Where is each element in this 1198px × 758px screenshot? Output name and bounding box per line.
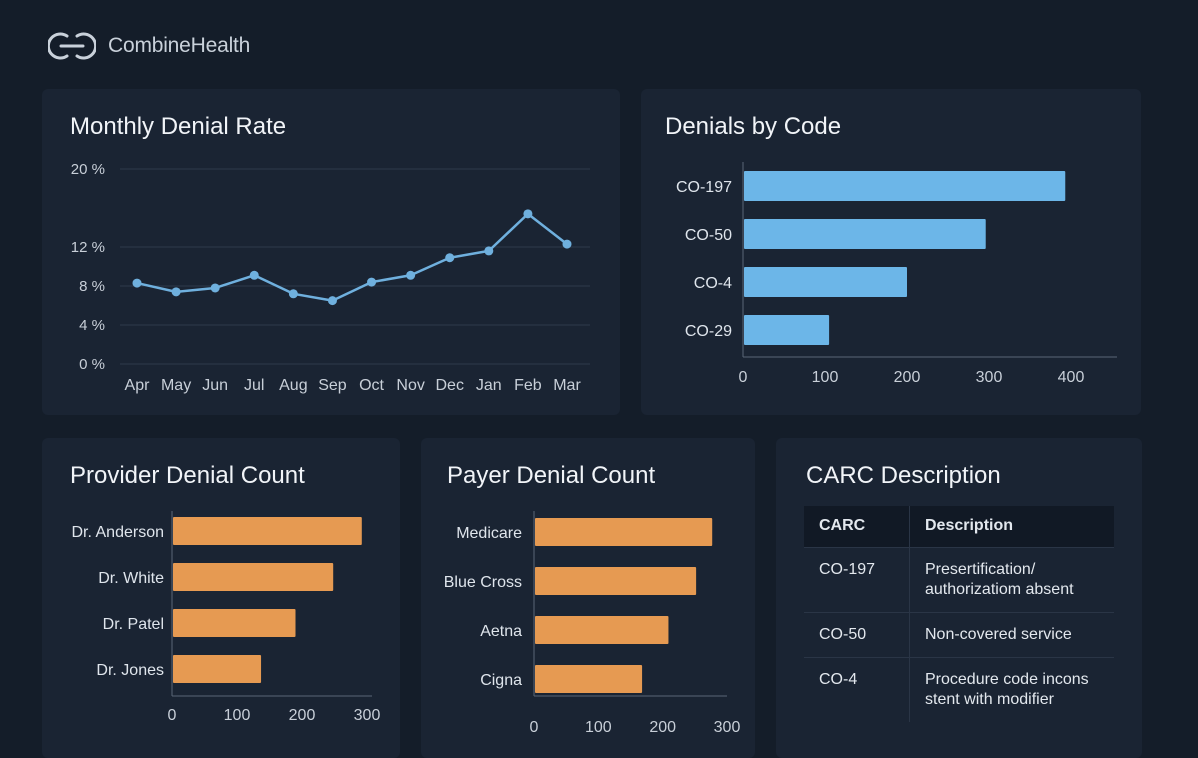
data-point: [171, 287, 181, 297]
y-tick-label: 0 %: [79, 356, 105, 373]
category-label: Aetna: [480, 623, 522, 640]
data-point: [210, 283, 220, 293]
card-title: Provider Denial Count: [70, 462, 305, 489]
x-tick-label: 200: [289, 707, 316, 724]
bar: [744, 171, 1066, 201]
data-point: [523, 209, 533, 219]
x-tick-label: Jun: [202, 377, 228, 394]
denials-by-code-chart: CO-197 CO-50 CO-4 CO-29 0 100 200 300 400: [676, 162, 1117, 386]
table-row[interactable]: CO-4 Procedure code incons stent with mo…: [804, 657, 1114, 722]
provider-denial-count-card: Provider Denial Count Dr. Anderson Dr. Wh…: [42, 438, 400, 758]
x-tick-label: Sep: [318, 377, 347, 394]
data-point: [562, 239, 572, 249]
category-label: Medicare: [456, 525, 522, 542]
x-tick-label: Oct: [359, 377, 384, 394]
x-tick-label: 400: [1058, 369, 1085, 386]
bar: [744, 267, 907, 297]
payer-denial-count-chart: Medicare Blue Cross Aetna Cigna 0 100 200 300: [444, 511, 741, 736]
card-title: CARC Description: [806, 462, 1001, 489]
carc-code: CO-4: [804, 657, 910, 722]
bar: [744, 315, 830, 345]
x-tick-label: Mar: [553, 377, 581, 394]
data-point: [288, 289, 298, 299]
series-line: [136, 212, 568, 302]
monthly-denial-rate-card: Monthly Denial Rate 0 % 4 % 8 % 12 % 20 % Apr…: [42, 89, 620, 415]
bar: [173, 517, 362, 545]
x-tick-label: 100: [812, 369, 839, 386]
bar: [173, 563, 334, 591]
card-title: Denials by Code: [665, 113, 842, 140]
carc-description-card: CARC Description CARC Description CO-197…: [776, 438, 1142, 758]
bar: [744, 219, 986, 249]
y-tick-label: 20 %: [71, 161, 105, 178]
carc-table: CARC Description CO-197 Presertification…: [804, 506, 1114, 722]
brand-name: CombineHealth: [108, 34, 251, 57]
provider-denial-count-chart: Dr. Anderson Dr. White Dr. Patel Dr. Jones 0…: [72, 511, 381, 724]
carc-description: Presertification/ authorizatiom absent: [909, 547, 1114, 613]
monthly-denial-rate-chart: 0 % 4 % 8 % 12 % 20 % Apr May Jun Jul Aug Sep Oct No…: [71, 161, 590, 394]
brand[interactable]: CombineHealth: [48, 30, 250, 62]
data-point: [406, 270, 416, 280]
category-label: Dr. Patel: [103, 616, 164, 633]
data-point: [445, 253, 455, 263]
y-tick-label: 12 %: [71, 239, 105, 256]
x-tick-label: 100: [585, 719, 612, 736]
x-tick-label: Feb: [514, 377, 542, 394]
ch-logo-icon: [48, 32, 96, 60]
x-tick-label: Apr: [125, 377, 151, 394]
x-tick-label: Aug: [279, 377, 307, 394]
category-label: CO-197: [676, 179, 732, 196]
carc-header-code: CARC: [804, 506, 910, 548]
x-tick-label: 300: [976, 369, 1003, 386]
x-tick-label: 200: [649, 719, 676, 736]
bar: [173, 655, 262, 683]
bar: [535, 665, 643, 693]
x-tick-label: May: [161, 377, 191, 394]
bar: [535, 567, 697, 595]
x-tick-label: Jan: [476, 377, 502, 394]
payer-denial-count-card: Payer Denial Count Medicare Blue Cross Aet…: [421, 438, 755, 758]
card-title: Monthly Denial Rate: [70, 113, 287, 140]
carc-code: CO-50: [804, 612, 910, 658]
data-point: [249, 270, 259, 280]
carc-code: CO-197: [804, 547, 910, 613]
carc-description: Non-covered service: [909, 612, 1114, 658]
x-tick-label: 100: [224, 707, 251, 724]
denials-by-code-card: Denials by Code CO-197 CO-50 CO-4 CO-29 0 100…: [641, 89, 1141, 415]
category-label: CO-50: [685, 227, 732, 244]
carc-description: Procedure code incons stent with modifie…: [909, 657, 1114, 722]
data-point: [367, 277, 377, 287]
data-point: [327, 296, 337, 306]
x-tick-label: 300: [354, 707, 381, 724]
category-label: Dr. Jones: [96, 662, 164, 679]
bar: [535, 616, 669, 644]
category-label: Cigna: [480, 672, 522, 689]
category-label: CO-4: [694, 275, 732, 292]
bar: [173, 609, 296, 637]
carc-header-description: Description: [909, 506, 1114, 548]
y-tick-label: 8 %: [79, 278, 105, 295]
x-tick-label: Nov: [396, 377, 424, 394]
bar: [535, 518, 713, 546]
x-tick-label: 0: [530, 719, 539, 736]
x-tick-label: Jul: [244, 377, 264, 394]
category-label: Dr. Anderson: [72, 524, 165, 541]
x-tick-label: 0: [739, 369, 748, 386]
y-tick-label: 4 %: [79, 317, 105, 334]
data-point: [484, 246, 494, 256]
x-tick-label: 200: [894, 369, 921, 386]
carc-header-row: CARC Description: [804, 506, 1114, 548]
category-label: Dr. White: [98, 570, 164, 587]
category-label: CO-29: [685, 323, 732, 340]
x-tick-label: 300: [714, 719, 741, 736]
card-title: Payer Denial Count: [447, 462, 656, 489]
data-point: [132, 278, 142, 288]
x-tick-label: 0: [168, 707, 177, 724]
category-label: Blue Cross: [444, 574, 522, 591]
table-row[interactable]: CO-197 Presertification/ authorizatiom a…: [804, 547, 1114, 613]
x-tick-label: Dec: [436, 377, 464, 394]
table-row[interactable]: CO-50 Non-covered service: [804, 612, 1114, 658]
